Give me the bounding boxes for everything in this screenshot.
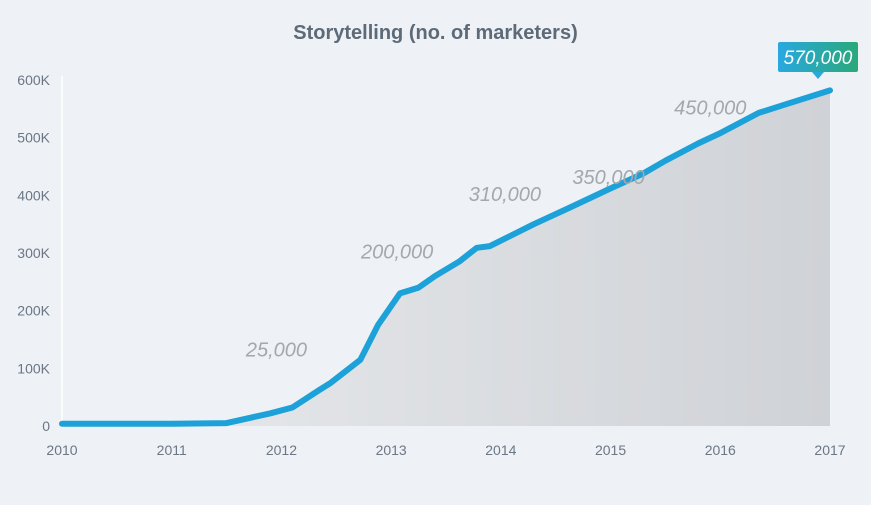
y-tick-label: 100K — [17, 360, 50, 376]
data-annotation: 25,000 — [245, 340, 307, 362]
data-annotation: 450,000 — [674, 98, 746, 120]
data-annotation: 350,000 — [572, 167, 644, 189]
x-tick-label: 2014 — [485, 442, 516, 458]
y-tick-label: 400K — [17, 187, 50, 203]
x-tick-label: 2015 — [595, 442, 626, 458]
x-tick-label: 2017 — [814, 442, 845, 458]
x-tick-label: 2010 — [46, 442, 77, 458]
x-tick-label: 2012 — [266, 442, 297, 458]
data-annotation: 200,000 — [360, 242, 433, 264]
y-tick-label: 200K — [17, 303, 50, 319]
area-fill — [62, 90, 830, 427]
y-tick-label: 300K — [17, 245, 50, 261]
y-tick-label: 500K — [17, 130, 50, 146]
chart-title: Storytelling (no. of marketers) — [293, 22, 578, 44]
highlight-badge — [778, 42, 858, 72]
x-tick-label: 2013 — [376, 442, 407, 458]
data-annotation: 310,000 — [469, 184, 541, 206]
series-line — [59, 87, 833, 427]
x-tick-label: 2011 — [157, 442, 187, 458]
y-tick-label: 0 — [42, 418, 50, 434]
highlight-pointer — [812, 72, 824, 79]
highlight-label: 570,000 — [784, 48, 853, 69]
y-tick-label: 600K — [17, 72, 50, 88]
x-tick-label: 2016 — [705, 442, 736, 458]
